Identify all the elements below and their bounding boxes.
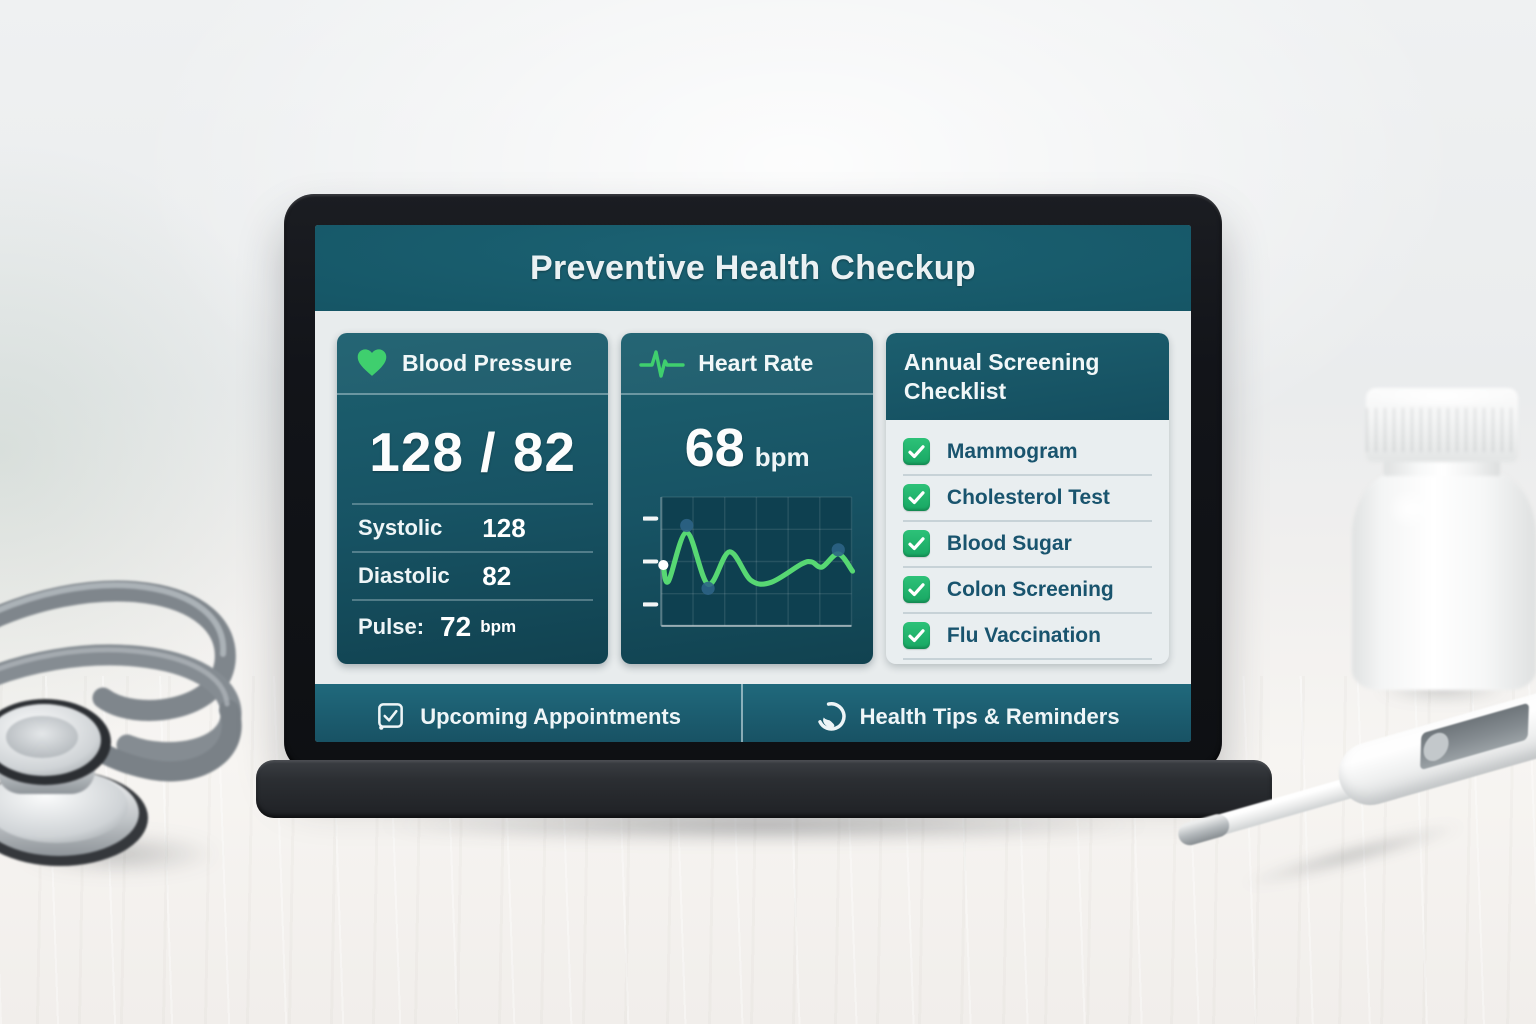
checkbox-checked-icon [378, 703, 404, 731]
bp-metric-unit: bpm [480, 617, 517, 636]
check-square-icon[interactable] [902, 576, 930, 604]
checklist-item-label: Mammogram [946, 439, 1078, 463]
checklist-item: Colon Screening [902, 568, 1152, 614]
page-title: Preventive Health Checkup [530, 248, 976, 287]
bp-metric-row: Diastolic 82 [352, 553, 594, 601]
bp-metric-label: Pulse: [358, 614, 425, 639]
checklist-item-label: Flu Vaccination [946, 623, 1101, 647]
health-tips-button[interactable]: Health Tips & Reminders [743, 684, 1191, 742]
bp-rows: Systolic 128 Diastolic 82 Pulse: 72 bpm [352, 503, 594, 653]
upcoming-appointments-button[interactable]: Upcoming Appointments [315, 683, 744, 742]
checklist-item-label: Colon Screening [946, 577, 1114, 601]
checklist-items: Mammogram Cholesterol Test Blood Sugar C… [886, 420, 1169, 664]
bp-metric-label: Systolic [358, 515, 443, 540]
bottom-nav: Upcoming Appointments Health Tips & Remi… [315, 683, 1191, 742]
heart-rate-value-row: 68 bpm [621, 395, 873, 481]
stethoscope [0, 580, 242, 866]
pill-bottle-body [1352, 472, 1536, 690]
tablet-screen: Preventive Health Checkup Blood Pressure… [315, 225, 1191, 742]
blood-pressure-label: Blood Pressure [402, 349, 572, 376]
pill-bottle [1352, 388, 1536, 690]
health-tips-label: Health Tips & Reminders [859, 703, 1120, 729]
checklist-item: Cholesterol Test [902, 476, 1152, 522]
tablet-stand [256, 760, 1272, 818]
upcoming-appointments-label: Upcoming Appointments [420, 703, 681, 729]
heart-rate-card: Heart Rate 68 bpm [621, 333, 873, 664]
check-square-icon[interactable] [902, 622, 930, 650]
heart-icon [357, 349, 387, 376]
bp-metric-row: Pulse: 72 bpm [352, 601, 593, 653]
heart-rate-chart [643, 491, 859, 633]
checklist-item: Flu Vaccination [902, 614, 1152, 660]
heart-rate-chart-svg [643, 496, 856, 627]
blood-pressure-value: 128 / 82 [369, 421, 577, 483]
checklist-title: Annual Screening Checklist [903, 349, 1100, 405]
blood-pressure-card: Blood Pressure 128 / 82 Systolic 128 Dia… [337, 333, 609, 664]
screening-checklist-card: Annual Screening Checklist Mammogram Cho… [885, 333, 1169, 664]
stethoscope-chestpiece [0, 699, 148, 866]
pill-bottle-cap [1366, 388, 1518, 462]
checklist-item: Mammogram [902, 430, 1152, 476]
blood-pressure-card-header: Blood Pressure [337, 333, 609, 395]
phone-reminder-icon [817, 702, 846, 732]
check-square-icon[interactable] [902, 484, 930, 512]
heart-rate-value: 68 [684, 418, 745, 478]
stethoscope-tube [0, 580, 242, 782]
checklist-header: Annual Screening Checklist [885, 333, 1169, 420]
checklist-item-label: Blood Sugar [946, 531, 1072, 555]
bp-metric-value: 82 [482, 560, 512, 591]
check-square-icon[interactable] [902, 530, 930, 558]
checklist-item: Blood Sugar [902, 522, 1152, 568]
heart-rate-card-header: Heart Rate [621, 333, 873, 395]
pill-bottle-neck [1384, 462, 1500, 476]
heart-rate-label: Heart Rate [698, 349, 814, 376]
ecg-waveform-icon [639, 350, 685, 378]
bp-metric-row: Systolic 128 [352, 505, 594, 553]
thermometer [1175, 683, 1536, 910]
heart-rate-unit: bpm [754, 442, 810, 472]
check-square-icon[interactable] [902, 438, 930, 466]
checklist-item-label: Cholesterol Test [946, 485, 1110, 509]
bp-metric-value: 72 [440, 611, 472, 642]
dashboard-main: Blood Pressure 128 / 82 Systolic 128 Dia… [315, 311, 1191, 684]
bp-metric-label: Diastolic [358, 563, 450, 588]
thermometer-tip [1175, 811, 1232, 848]
app-header: Preventive Health Checkup [315, 225, 1191, 311]
bp-metric-value: 128 [482, 512, 526, 543]
tablet-bezel: Preventive Health Checkup Blood Pressure… [284, 194, 1222, 772]
